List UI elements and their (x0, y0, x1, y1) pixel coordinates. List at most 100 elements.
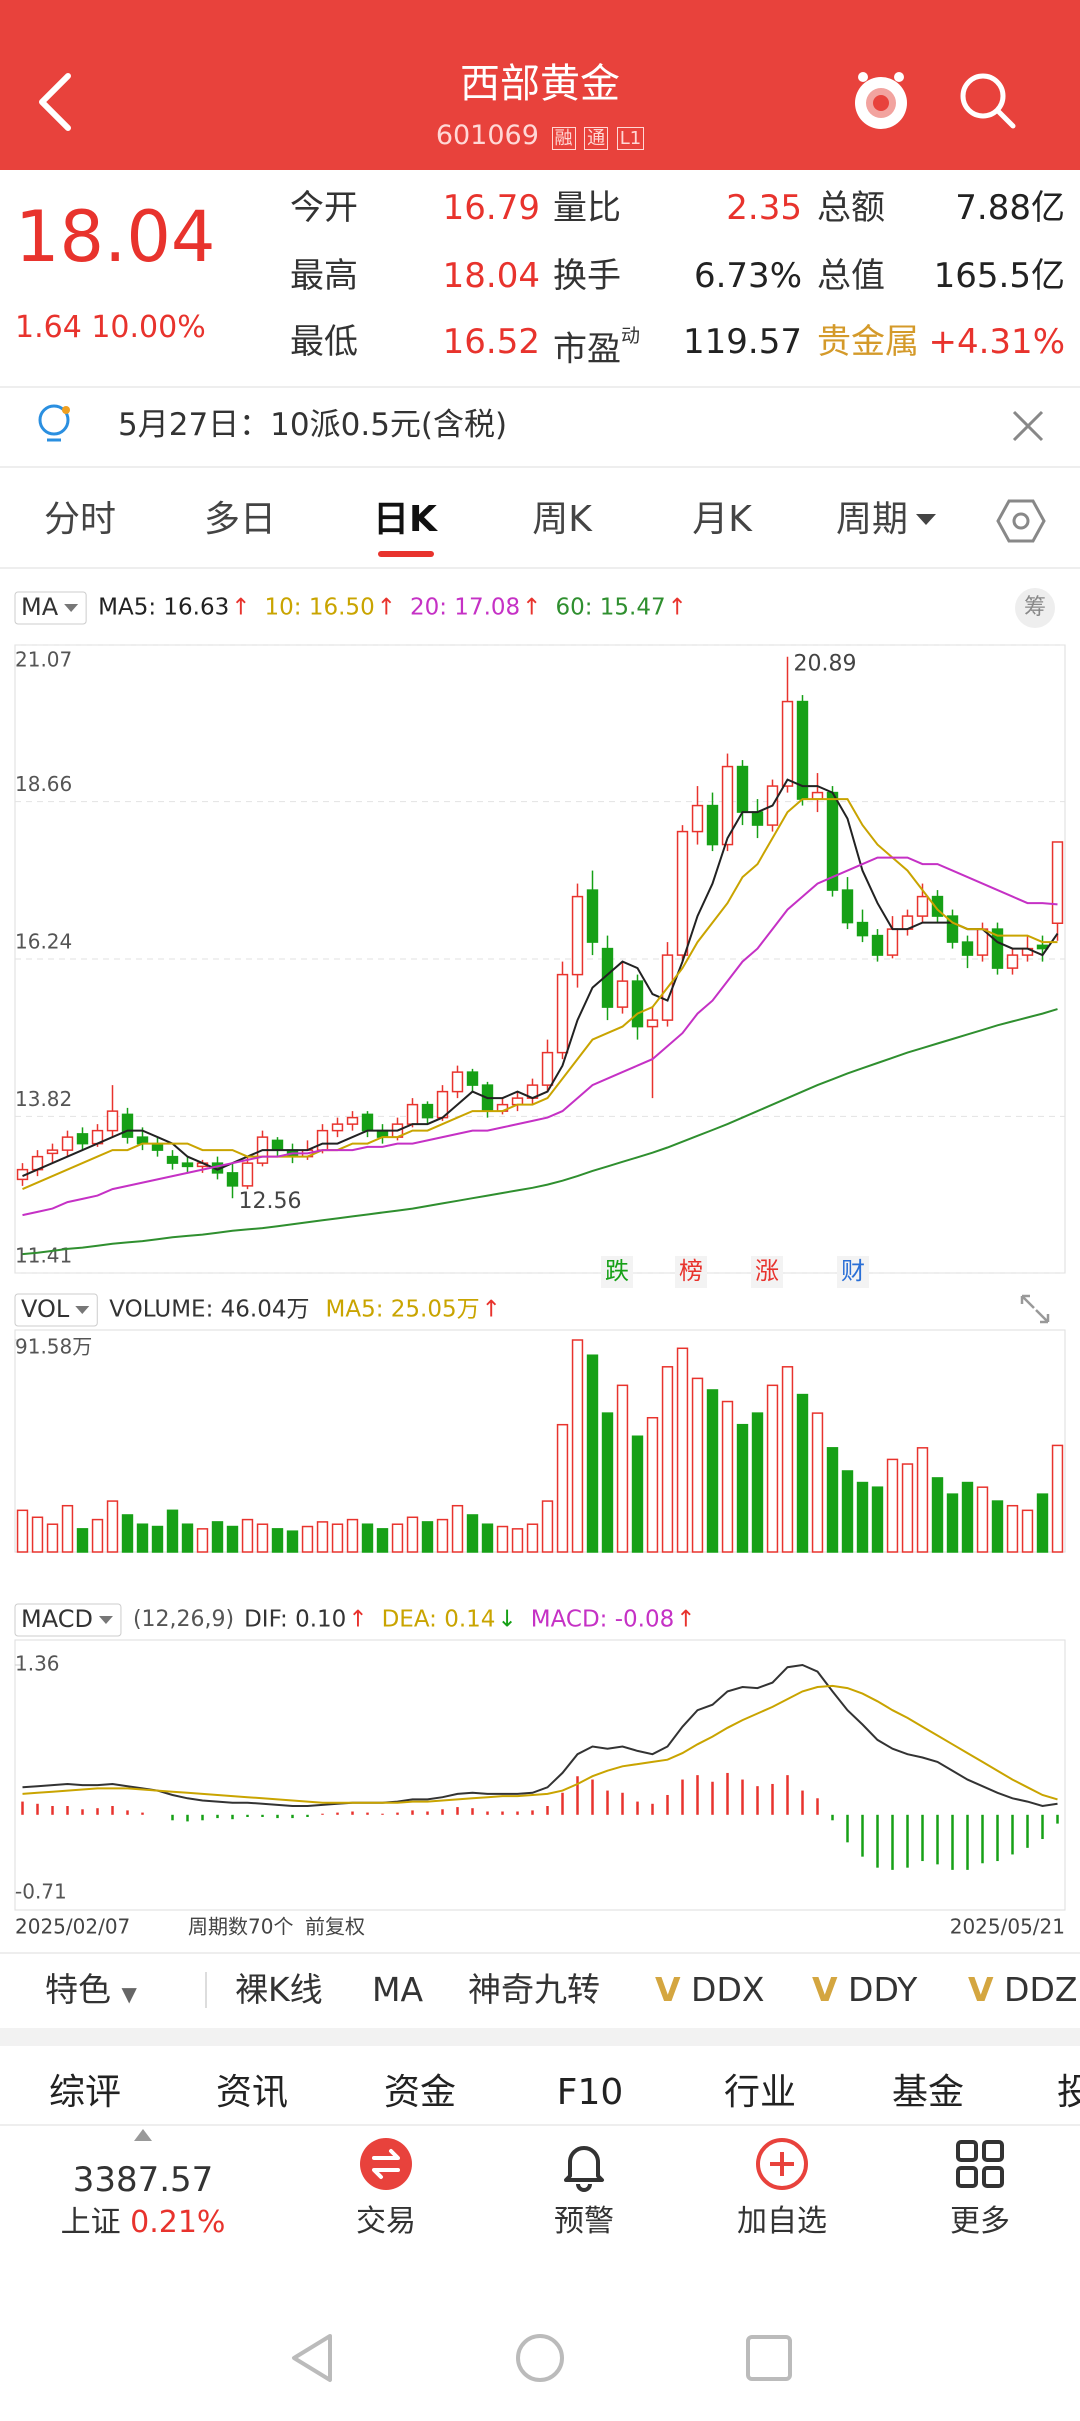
index-value[interactable]: 3387.57 (72, 2160, 214, 2200)
index-change: 0.21% (130, 2205, 226, 2240)
volume-bar (811, 1412, 824, 1553)
info-tab[interactable]: 基金 (891, 2072, 965, 2113)
volume-bar (331, 1523, 344, 1553)
info-tab[interactable]: 行业 (723, 2072, 797, 2113)
info-tab[interactable]: 综评 (48, 2072, 122, 2113)
sector-label[interactable]: 贵金属 (817, 322, 919, 362)
period-tab[interactable]: 多日 (203, 499, 277, 540)
settings-button[interactable] (996, 498, 1046, 544)
volume-bar (571, 1339, 584, 1553)
period-tab[interactable]: 分时 (43, 499, 117, 540)
volume-bar (391, 1523, 404, 1553)
indicator-box (14, 1603, 122, 1637)
indicator-line (22, 798, 1058, 1191)
add-watch-icon[interactable] (754, 2136, 810, 2192)
volume-bar (286, 1530, 299, 1553)
volume-bar (211, 1521, 224, 1553)
tool-item[interactable]: V DDX (655, 1965, 764, 2015)
info-tab[interactable]: 资讯 (215, 2072, 289, 2113)
nav-label[interactable]: 加自选 (737, 2204, 827, 2239)
dividend-notice[interactable]: 5月27日：10派0.5元(含税) (118, 407, 508, 443)
y-tick-label: 1.36 (15, 1652, 60, 1676)
field-value: 2.35 (726, 188, 802, 228)
y-tick-label: 18.66 (15, 772, 72, 796)
field-label: 总值 (817, 256, 885, 296)
indicator-label[interactable]: MA (21, 593, 59, 621)
candle-body (541, 1051, 554, 1086)
field-value: 119.57 (683, 322, 802, 362)
event-tag[interactable]: 涨 (755, 1257, 779, 1285)
nav-label[interactable]: 预警 (554, 2204, 614, 2239)
info-tab[interactable]: 资金 (383, 2072, 457, 2113)
chip-button-bg (1015, 588, 1055, 628)
event-tag[interactable]: 跌 (605, 1257, 629, 1285)
candle-body (556, 973, 569, 1054)
search-button[interactable] (955, 68, 1019, 132)
volume-bar (616, 1384, 629, 1553)
volume-bar (871, 1486, 884, 1553)
indicator-label[interactable]: VOL (21, 1295, 70, 1323)
info-tab-active[interactable]: F10 (556, 2072, 624, 2113)
tool-item-active[interactable]: MA (372, 1970, 424, 2009)
volume-bar (1006, 1504, 1019, 1553)
volume-bar (796, 1393, 809, 1553)
system-nav (292, 2334, 792, 2382)
nav-back[interactable] (292, 2334, 332, 2382)
legend-item: MACD: -0.08 (531, 1607, 675, 1633)
period-tab[interactable]: 月K (692, 499, 752, 540)
candle-body (76, 1133, 89, 1145)
nav-label-active[interactable]: 交易 (356, 2204, 416, 2239)
nav-recent[interactable] (746, 2335, 792, 2381)
indicator-label[interactable]: MACD (21, 1605, 93, 1633)
y-tick-label: 11.41 (15, 1244, 72, 1268)
close-notice[interactable] (1010, 408, 1046, 444)
legend-item: 20: 17.08 (410, 595, 520, 621)
candle-body (61, 1136, 74, 1151)
more-icon[interactable] (952, 2136, 1008, 2192)
legend-arrow: ↑ (676, 1607, 695, 1633)
panel-frame (14, 1639, 1066, 1911)
candle-body (361, 1113, 374, 1132)
candle-body (811, 791, 824, 800)
candle-body (916, 895, 929, 917)
volume-bar (646, 1416, 659, 1553)
field-label: 今开 (290, 188, 358, 228)
event-tag[interactable]: 榜 (679, 1257, 703, 1285)
tool-item[interactable]: 裸K线 (235, 1970, 323, 2009)
candle-body (226, 1172, 239, 1187)
period-tab[interactable]: 周K (532, 499, 592, 540)
field-value: 6.73% (693, 256, 802, 296)
candle-body (46, 1149, 59, 1155)
event-tag[interactable]: 财 (841, 1257, 865, 1285)
volume-bar (511, 1528, 524, 1553)
y-tick-label: 91.58万 (15, 1335, 92, 1359)
bulb-icon (38, 404, 70, 442)
nav-label[interactable]: 更多 (950, 2204, 1010, 2239)
period-tab-active[interactable]: 日K (373, 499, 437, 540)
field-label: 最低 (290, 322, 358, 362)
tool-item[interactable]: V DDZ (968, 1965, 1077, 2015)
volume-bar (586, 1354, 599, 1553)
price-change: 1.64 10.00% (15, 308, 206, 348)
alert-icon[interactable] (556, 2136, 612, 2192)
tool-item[interactable]: V DDY (812, 1965, 917, 2015)
expand-button[interactable] (1020, 1294, 1050, 1324)
mascot-icon[interactable] (845, 65, 917, 137)
chip-button[interactable]: 筹 (1024, 595, 1046, 620)
back-button[interactable] (30, 70, 80, 134)
period-tab[interactable]: 周期 (835, 499, 909, 540)
trade-icon[interactable] (358, 2136, 414, 2192)
candle-body (886, 928, 899, 956)
tool-item[interactable]: 神奇九转 (468, 1970, 600, 2009)
volume-bar (661, 1366, 674, 1553)
kline-chart: MA MA5: 16.63 ↑ 10: 16.50 ↑ 20: 17.08 ↑ 60: 15.… (14, 588, 1066, 1939)
candle-body (121, 1113, 134, 1138)
feature-menu[interactable]: 特色 ▼ (45, 1965, 137, 2019)
nav-home[interactable] (516, 2334, 564, 2382)
candle-body (586, 889, 599, 943)
volume-bar (451, 1504, 464, 1553)
indicator-line (22, 1684, 1058, 1804)
info-tab[interactable]: 投 (1056, 2072, 1080, 2113)
y-tick-label: -0.71 (15, 1880, 67, 1904)
indicator-line (22, 778, 1059, 1178)
